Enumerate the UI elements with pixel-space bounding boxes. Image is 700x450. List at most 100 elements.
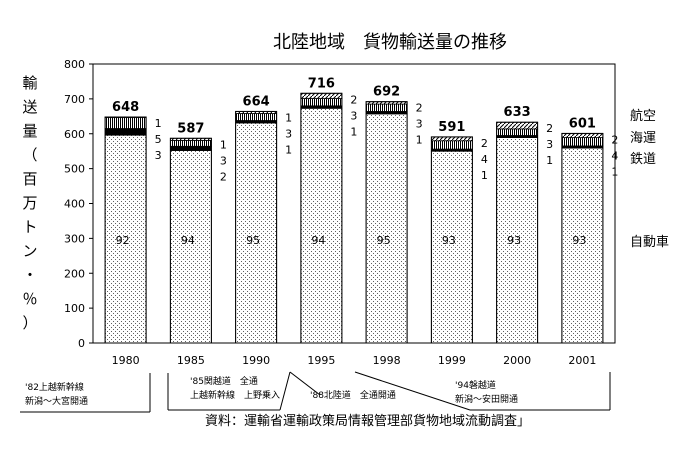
bar-outline	[104, 116, 147, 344]
share-label-sea: 3	[416, 118, 423, 131]
total-label: 587	[177, 121, 204, 136]
truck-pct-label: 93	[572, 234, 586, 247]
bar-outline	[430, 136, 473, 344]
y-label-char: ン	[22, 242, 37, 260]
total-label: 601	[569, 116, 596, 131]
y-tick-label: 0	[78, 337, 85, 350]
bar-outline	[235, 110, 278, 344]
bar-segment-sea	[430, 140, 473, 150]
annotation-line	[354, 371, 471, 411]
truck-pct-label: 95	[246, 234, 260, 247]
share-label-sea: 4	[481, 153, 488, 166]
share-label-air: 1	[155, 117, 162, 130]
share-label-air: 2	[546, 122, 553, 135]
share-label-rail: 1	[481, 169, 488, 182]
y-tick-label: 400	[64, 198, 85, 211]
share-label-rail: 1	[350, 125, 357, 138]
share-label-air: 2	[481, 137, 488, 150]
source-note: 資料：運輸省運輸政策局情報管理部貨物地域流動調査」	[205, 413, 530, 429]
total-label: 692	[373, 85, 400, 100]
share-label-air: 1	[285, 111, 292, 124]
x-tick-label: 1998	[373, 354, 401, 367]
total-label: 633	[504, 105, 531, 120]
share-label-sea: 4	[611, 149, 618, 162]
total-label: 591	[438, 120, 465, 135]
truck-pct-label: 92	[116, 234, 130, 247]
bar-segment-sea	[104, 116, 147, 129]
y-tick-label: 300	[64, 232, 85, 245]
x-tick-label: 1980	[112, 354, 140, 367]
annotation-text: '85関越道 全通	[190, 375, 258, 387]
share-label-rail: 1	[416, 134, 423, 147]
share-label-sea: 3	[350, 109, 357, 122]
y-tick-label: 200	[64, 267, 85, 280]
legend-rail: 鉄道	[630, 152, 656, 167]
share-label-sea: 3	[285, 127, 292, 140]
share-label-rail: 2	[220, 170, 227, 183]
bar-segment-sea	[561, 137, 604, 147]
truck-pct-label: 93	[507, 234, 521, 247]
bar-segment-sea	[496, 128, 539, 136]
bar-outline	[300, 92, 343, 344]
truck-pct-label: 95	[377, 234, 391, 247]
x-tick-label: 2000	[503, 354, 531, 367]
bar-segment-air	[300, 92, 343, 99]
y-tick-label: 100	[64, 302, 85, 315]
total-label: 716	[308, 76, 335, 91]
bar-segment-sea	[235, 113, 278, 121]
legend-truck: 自動車	[630, 235, 669, 250]
share-label-air: 2	[350, 93, 357, 106]
share-label-air: 2	[611, 133, 618, 146]
bar-segment-air	[561, 133, 604, 138]
y-label-char: ・	[22, 266, 37, 284]
bars: 648 92 1 5 3 587 94 1 3 2 664 95 1 3 1 716 94 2 3 1 692 95 2 3 1…	[104, 76, 618, 344]
bar-segment-rail	[169, 145, 212, 151]
chart-title: 北陸地域 貨物輸送量の推移	[273, 32, 507, 53]
y-axis: 0 100 200 300 400 500 600 700 800	[64, 58, 93, 350]
x-tick-label: 1999	[438, 354, 466, 367]
share-label-sea: 3	[220, 154, 227, 167]
annotation-text: 新潟～大宮開通	[25, 395, 88, 407]
legend-air: 航空	[630, 108, 656, 124]
y-label-char: ト	[22, 218, 37, 236]
bar-segment-air	[430, 136, 473, 142]
bar-outline	[169, 137, 212, 344]
truck-pct-label: 94	[181, 234, 195, 247]
annotation-line	[279, 371, 291, 411]
bar-outline	[561, 132, 604, 344]
bar-segment-sea	[365, 103, 408, 112]
x-tick-label: 1990	[242, 354, 270, 367]
bar-segment-sea	[169, 139, 212, 147]
annotation-text: 上越新幹線 上野乗入	[190, 389, 280, 401]
truck-pct-label: 94	[311, 234, 325, 247]
bar-outline	[365, 101, 408, 344]
share-label-rail: 3	[155, 149, 162, 162]
bar-segment-rail	[104, 128, 147, 136]
bar-segment-truck	[365, 113, 408, 344]
x-tick-label: 2001	[568, 354, 596, 367]
bar-segment-truck	[496, 137, 539, 344]
y-label-char: ％	[22, 290, 37, 308]
y-tick-label: 800	[64, 58, 85, 71]
x-tick-label: 1985	[177, 354, 205, 367]
y-label-char: 百	[22, 170, 37, 188]
bar-segment-truck	[430, 150, 473, 344]
bar-segment-sea	[300, 98, 343, 107]
annotation-text: '94磐越道	[455, 379, 496, 391]
total-label: 648	[112, 100, 139, 115]
y-label-char: 量	[22, 122, 37, 140]
bar-outline	[496, 121, 539, 344]
x-tick-label: 1995	[307, 354, 335, 367]
annotation-text: 新潟～安田開通	[455, 393, 518, 405]
share-label-sea: 3	[546, 138, 553, 151]
share-label-rail: 1	[546, 154, 553, 167]
share-label-air: 2	[416, 102, 423, 115]
x-axis: 1980 1985 1990 1995 1998 1999 2000 2001	[112, 354, 597, 367]
y-tick-label: 600	[64, 128, 85, 141]
y-label-char: 万	[22, 194, 37, 212]
total-label: 664	[243, 94, 270, 109]
